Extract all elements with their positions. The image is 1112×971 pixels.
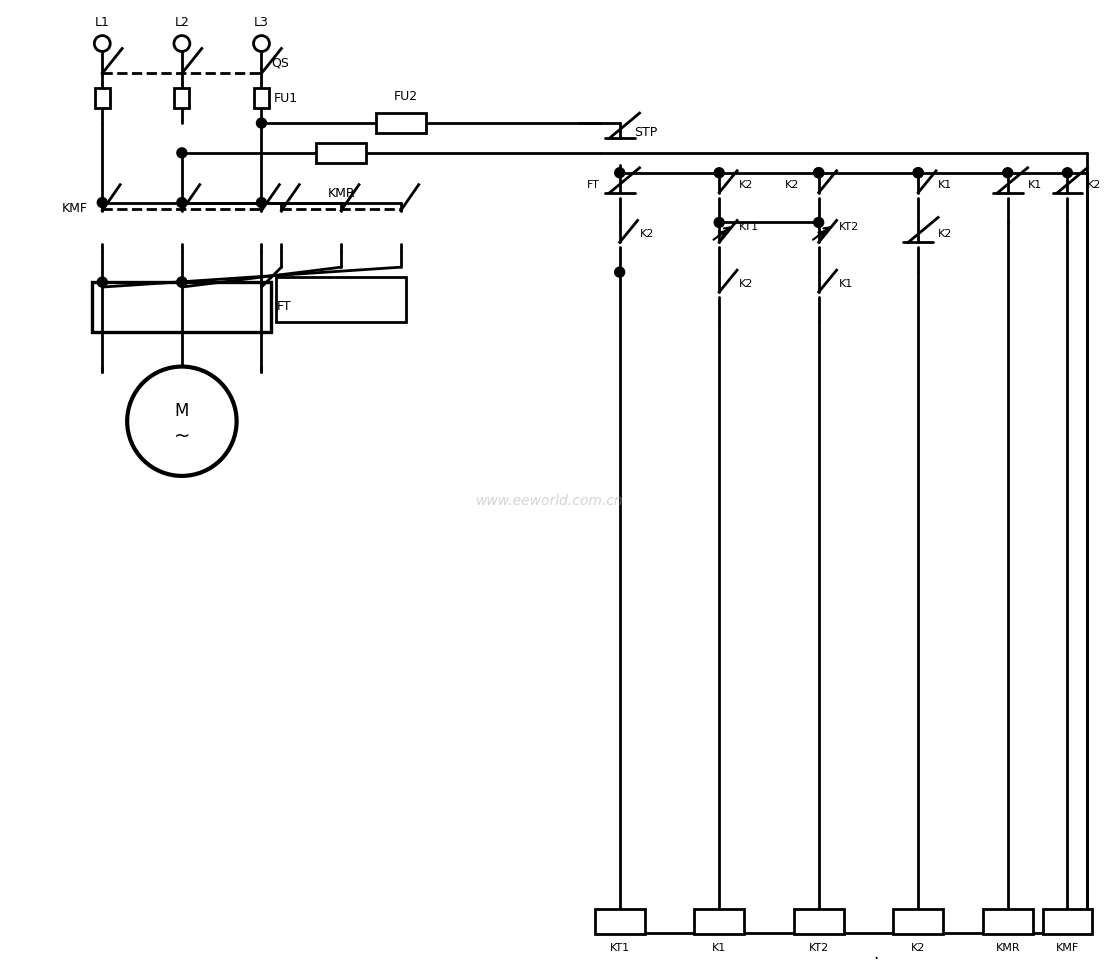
Circle shape xyxy=(98,277,107,287)
Circle shape xyxy=(714,168,724,178)
Text: KT2: KT2 xyxy=(838,222,858,232)
Text: FU2: FU2 xyxy=(394,90,418,103)
Text: K1: K1 xyxy=(1027,180,1042,189)
Circle shape xyxy=(177,277,187,287)
Text: KT1: KT1 xyxy=(609,943,629,954)
Circle shape xyxy=(127,367,237,476)
Text: www.eeworld.com.cn: www.eeworld.com.cn xyxy=(476,494,624,508)
Circle shape xyxy=(177,148,187,158)
Bar xyxy=(376,113,426,133)
Text: K1: K1 xyxy=(939,180,952,189)
Text: KMR: KMR xyxy=(995,943,1020,954)
Text: K2: K2 xyxy=(739,180,754,189)
Circle shape xyxy=(173,36,190,51)
Text: K2: K2 xyxy=(939,229,953,240)
Circle shape xyxy=(95,36,110,51)
Circle shape xyxy=(98,197,107,208)
Circle shape xyxy=(814,218,824,227)
Bar xyxy=(1043,909,1092,934)
Text: KT1: KT1 xyxy=(739,222,759,232)
Bar xyxy=(92,283,271,332)
Circle shape xyxy=(254,36,269,51)
Text: FU1: FU1 xyxy=(274,91,298,105)
Text: FT: FT xyxy=(587,180,599,189)
Circle shape xyxy=(615,168,625,178)
Text: KMR: KMR xyxy=(327,187,355,200)
Circle shape xyxy=(615,267,625,277)
Text: K1: K1 xyxy=(712,943,726,954)
Bar xyxy=(595,909,645,934)
Text: L1: L1 xyxy=(95,16,110,28)
Text: K2: K2 xyxy=(784,180,798,189)
Text: K2: K2 xyxy=(1088,180,1102,189)
Circle shape xyxy=(177,197,187,208)
Bar xyxy=(316,143,366,163)
Text: KMF: KMF xyxy=(1055,943,1079,954)
Text: L3: L3 xyxy=(254,16,269,28)
Circle shape xyxy=(1003,168,1013,178)
Circle shape xyxy=(814,168,824,178)
Bar xyxy=(694,909,744,934)
Bar xyxy=(983,909,1033,934)
Text: K1: K1 xyxy=(838,279,853,289)
Text: QS: QS xyxy=(271,57,289,70)
Text: K2: K2 xyxy=(639,229,654,240)
Circle shape xyxy=(177,277,187,287)
Text: KMF: KMF xyxy=(61,202,88,215)
Circle shape xyxy=(714,218,724,227)
Circle shape xyxy=(913,168,923,178)
Text: K2: K2 xyxy=(739,279,754,289)
Bar xyxy=(254,88,269,108)
Text: L2: L2 xyxy=(175,16,189,28)
Text: K2: K2 xyxy=(911,943,925,954)
Text: STP: STP xyxy=(635,126,658,140)
Bar xyxy=(893,909,943,934)
Circle shape xyxy=(913,168,923,178)
Text: ~: ~ xyxy=(173,426,190,446)
Text: .: . xyxy=(873,945,878,963)
Bar xyxy=(277,277,406,321)
Circle shape xyxy=(257,118,267,128)
Circle shape xyxy=(1062,168,1072,178)
Text: M: M xyxy=(175,402,189,420)
Bar xyxy=(175,88,189,108)
Bar xyxy=(794,909,844,934)
Text: KT2: KT2 xyxy=(808,943,828,954)
Circle shape xyxy=(814,168,824,178)
Text: FT: FT xyxy=(277,300,291,314)
Circle shape xyxy=(257,197,267,208)
Bar xyxy=(95,88,110,108)
